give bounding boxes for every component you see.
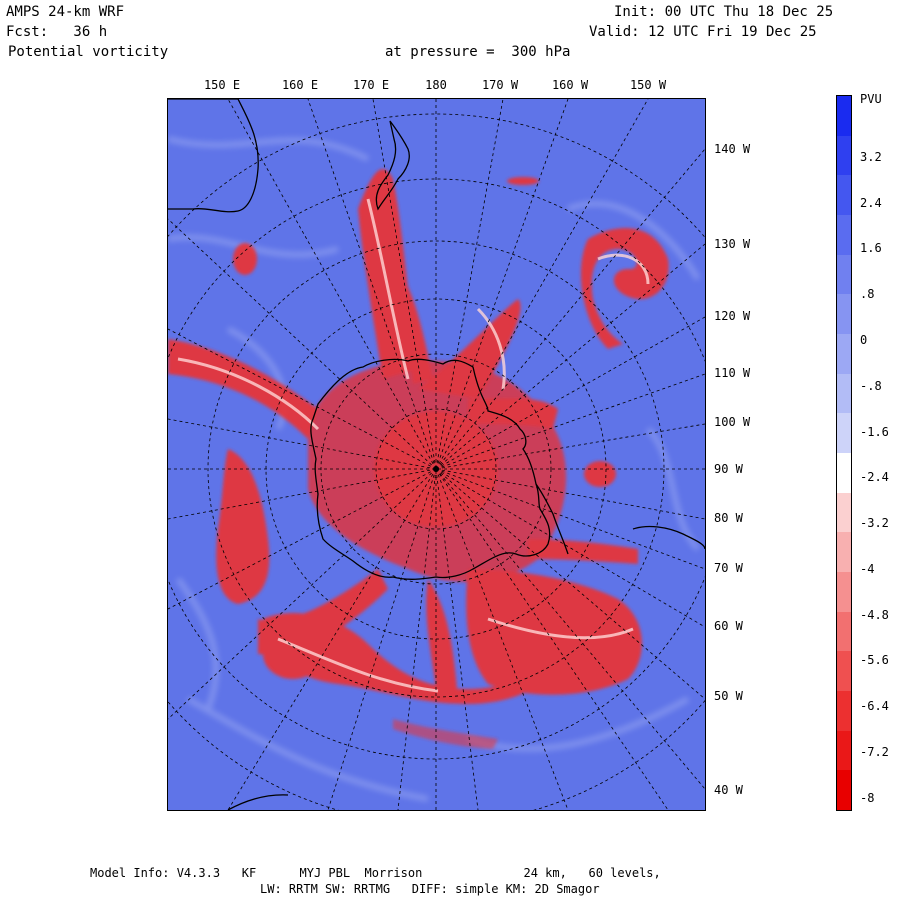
africa-edge-coastline bbox=[227, 794, 289, 810]
colorbar-unit: PVU bbox=[860, 92, 882, 106]
colorbar-swatch bbox=[837, 254, 851, 296]
pv-filaments bbox=[177, 198, 650, 693]
colorbar-swatch bbox=[837, 770, 851, 810]
colorbar-label: 1.6 bbox=[860, 241, 882, 255]
lon-label-right-10: 40 W bbox=[714, 783, 743, 797]
colorbar-swatch bbox=[837, 215, 851, 257]
pv-map bbox=[168, 99, 705, 810]
colorbar-label: -4.8 bbox=[860, 608, 889, 622]
colorbar-swatch bbox=[837, 453, 851, 495]
lon-label-right-7: 70 W bbox=[714, 561, 743, 575]
colorbar-swatch bbox=[837, 492, 851, 534]
colorbar-swatch bbox=[837, 373, 851, 415]
new-zealand-coastline bbox=[375, 120, 410, 211]
colorbar-label: 3.2 bbox=[860, 150, 882, 164]
colorbar-label: -.8 bbox=[860, 379, 882, 393]
pressure-level: at pressure = 300 hPa bbox=[385, 44, 571, 60]
antarctic-peninsula-coastline bbox=[535, 483, 569, 555]
colorbar-label: -6.4 bbox=[860, 699, 889, 713]
lon-label-top-5: 160 W bbox=[551, 78, 589, 92]
lon-label-top-0: 150 E bbox=[203, 78, 241, 92]
lon-label-right-6: 80 W bbox=[714, 511, 743, 525]
colorbar-swatch bbox=[837, 334, 851, 376]
colorbar-swatch bbox=[837, 294, 851, 336]
lon-label-top-3: 180 bbox=[425, 78, 447, 92]
pv-map-panel bbox=[167, 98, 706, 811]
valid-time: Valid: 12 UTC Fri 19 Dec 25 bbox=[589, 24, 817, 40]
colorbar-swatch bbox=[837, 413, 851, 455]
lon-label-top-6: 150 W bbox=[629, 78, 667, 92]
south-america-coastline bbox=[632, 525, 705, 550]
colorbar-label: -4 bbox=[860, 562, 875, 576]
colorbar-swatch bbox=[837, 572, 851, 614]
colorbar-swatch bbox=[837, 532, 851, 574]
lon-label-top-2: 170 E bbox=[352, 78, 390, 92]
lon-label-right-0: 140 W bbox=[714, 142, 751, 156]
lon-label-right-2: 120 W bbox=[714, 309, 751, 323]
lon-label-right-3: 110 W bbox=[714, 366, 751, 380]
lon-label-right-9: 50 W bbox=[714, 689, 743, 703]
pv-colorbar bbox=[836, 95, 852, 811]
coastlines bbox=[168, 99, 705, 810]
colorbar-swatch bbox=[837, 730, 851, 772]
colorbar-label: -2.4 bbox=[860, 470, 889, 484]
lon-label-right-1: 130 W bbox=[714, 237, 751, 251]
colorbar-swatch bbox=[837, 651, 851, 693]
colorbar-swatch bbox=[837, 611, 851, 653]
colorbar-label: -5.6 bbox=[860, 653, 889, 667]
lon-label-right-8: 60 W bbox=[714, 619, 743, 633]
colorbar-swatch bbox=[837, 175, 851, 217]
colorbar-swatch bbox=[837, 96, 851, 138]
colorbar-label: -7.2 bbox=[860, 745, 889, 759]
australia-tasmania-coastline bbox=[168, 99, 259, 213]
colorbar-label: -8 bbox=[860, 791, 875, 805]
lon-label-top-1: 160 E bbox=[281, 78, 319, 92]
lon-label-right-5: 90 W bbox=[714, 462, 743, 476]
forecast-hour: Fcst: 36 h bbox=[6, 24, 108, 40]
init-time: Init: 00 UTC Thu 18 Dec 25 bbox=[614, 4, 834, 20]
antarctica-coastline bbox=[310, 358, 551, 580]
colorbar-label: -1.6 bbox=[860, 425, 889, 439]
pv-features bbox=[168, 169, 669, 749]
field-name: Potential vorticity bbox=[8, 44, 169, 60]
colorbar-label: -3.2 bbox=[860, 516, 889, 530]
colorbar-label: .8 bbox=[860, 287, 875, 301]
lon-label-right-4: 100 W bbox=[714, 415, 751, 429]
colorbar-label: 0 bbox=[860, 333, 868, 347]
graticule bbox=[168, 99, 705, 810]
colorbar-swatch bbox=[837, 135, 851, 177]
colorbar-label: 2.4 bbox=[860, 196, 882, 210]
model-info-line-1: Model Info: V4.3.3 KF MYJ PBL Morrison 2… bbox=[90, 866, 661, 880]
model-info-line-2: LW: RRTM SW: RRTMG DIFF: simple KM: 2D S… bbox=[260, 882, 600, 896]
model-title: AMPS 24-km WRF bbox=[6, 4, 125, 20]
lon-label-top-4: 170 W bbox=[481, 78, 519, 92]
colorbar-swatch bbox=[837, 691, 851, 733]
